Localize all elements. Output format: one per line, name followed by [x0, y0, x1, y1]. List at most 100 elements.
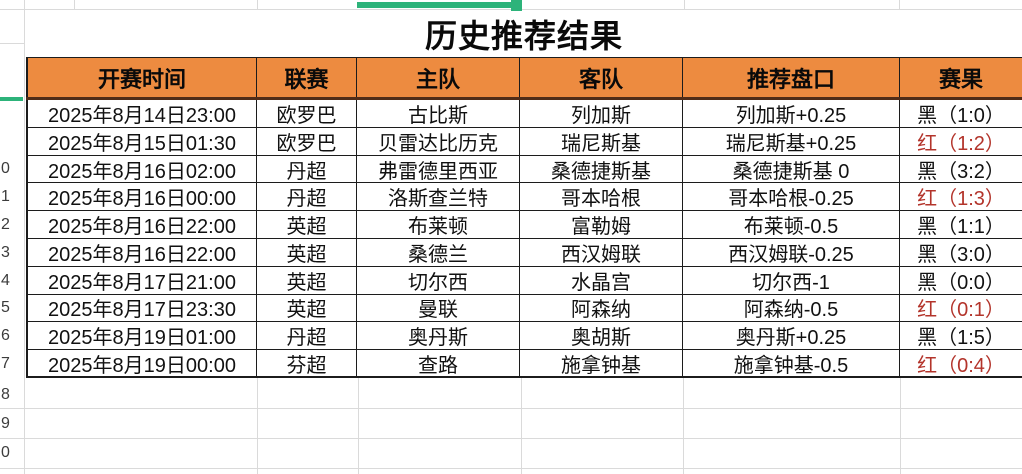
- cell-handicap[interactable]: 布莱顿-0.5: [683, 211, 900, 239]
- cell-home[interactable]: 切尔西: [357, 266, 520, 295]
- cell-handicap[interactable]: 奥丹斯+0.25: [683, 322, 900, 351]
- page-title: 历史推荐结果: [424, 18, 623, 54]
- header-cell-handicap[interactable]: 推荐盘口: [683, 57, 900, 97]
- cell-home[interactable]: 布莱顿: [357, 211, 520, 239]
- cell-result[interactable]: 黑（1:0）: [900, 100, 1022, 128]
- cell-away[interactable]: 水晶宫: [520, 266, 683, 295]
- cell-home[interactable]: 洛斯查兰特: [357, 183, 520, 212]
- cell-home[interactable]: 弗雷德里西亚: [357, 155, 520, 184]
- cell-home[interactable]: 曼联: [357, 294, 520, 323]
- row-number[interactable]: 3: [1, 243, 10, 261]
- cell-result[interactable]: 黑（1:5）: [900, 322, 1022, 351]
- gridline: [900, 378, 901, 474]
- cell-result[interactable]: 红（1:3）: [900, 183, 1022, 212]
- cell-handicap[interactable]: 列加斯+0.25: [683, 100, 900, 128]
- cell-away[interactable]: 西汉姆联: [520, 238, 683, 267]
- cell-away[interactable]: 桑德捷斯基: [520, 155, 683, 184]
- table-row: 2025年8月16日02:00 丹超 弗雷德里西亚 桑德捷斯基 桑德捷斯基 0 …: [26, 155, 1022, 184]
- selection-left-edge[interactable]: [0, 97, 23, 101]
- gridline: [683, 378, 684, 474]
- cell-time[interactable]: 2025年8月16日00:00: [26, 183, 257, 212]
- cell-handicap[interactable]: 西汉姆联-0.25: [683, 238, 900, 267]
- row-number[interactable]: 7: [1, 355, 10, 373]
- cell-result[interactable]: 黑（0:0）: [900, 267, 1022, 295]
- cell-home[interactable]: 桑德兰: [357, 238, 520, 267]
- cell-time[interactable]: 2025年8月16日02:00: [26, 155, 257, 184]
- cell-handicap[interactable]: 切尔西-1: [683, 266, 900, 295]
- cell-handicap[interactable]: 哥本哈根-0.25: [683, 183, 900, 212]
- cell-handicap[interactable]: 施拿钟基-0.5: [683, 350, 900, 378]
- gridline: [74, 0, 75, 9]
- table-row: 2025年8月16日22:00 英超 桑德兰 西汉姆联 西汉姆联-0.25 黑（…: [26, 238, 1022, 267]
- row-number[interactable]: 6: [1, 327, 10, 345]
- table-row: 2025年8月17日23:30 英超 曼联 阿森纳 阿森纳-0.5 红（0:1）: [26, 294, 1022, 323]
- cell-home[interactable]: 贝雷达比历克: [357, 127, 520, 156]
- cell-away[interactable]: 阿森纳: [520, 294, 683, 323]
- row-number[interactable]: 1: [1, 188, 10, 206]
- cell-time[interactable]: 2025年8月15日01:30: [26, 127, 257, 156]
- header-cell-away[interactable]: 客队: [520, 57, 683, 97]
- cell-home[interactable]: 古比斯: [357, 100, 520, 128]
- row-number-gutter-below[interactable]: 8 9 0: [0, 380, 24, 474]
- cell-time[interactable]: 2025年8月19日00:00: [26, 350, 257, 378]
- cell-handicap[interactable]: 瑞尼斯基+0.25: [683, 127, 900, 156]
- selection-handle[interactable]: [511, 0, 522, 11]
- cell-time[interactable]: 2025年8月14日23:00: [26, 100, 257, 128]
- row-number[interactable]: 4: [1, 271, 10, 289]
- table-row: 2025年8月17日21:00 英超 切尔西 水晶宫 切尔西-1 黑（0:0）: [26, 266, 1022, 295]
- header-cell-result[interactable]: 赛果: [900, 57, 1022, 97]
- gridline: [0, 408, 1022, 409]
- cell-league[interactable]: 欧罗巴: [257, 100, 357, 128]
- cell-result[interactable]: 黑（1:1）: [900, 211, 1022, 239]
- cell-result[interactable]: 黑（3:2）: [900, 156, 1022, 184]
- row-number-gutter[interactable]: 0 1 2 3 4 5 6 7: [0, 100, 24, 378]
- row-number[interactable]: 9: [1, 414, 10, 432]
- cell-league[interactable]: 芬超: [257, 350, 357, 378]
- header-cell-home[interactable]: 主队: [357, 57, 520, 97]
- row-number[interactable]: [0, 128, 24, 156]
- cell-league[interactable]: 丹超: [257, 183, 357, 212]
- cell-league[interactable]: 欧罗巴: [257, 127, 357, 156]
- cell-time[interactable]: 2025年8月19日01:00: [26, 322, 257, 351]
- header-cell-league[interactable]: 联赛: [257, 57, 357, 97]
- cell-result[interactable]: 红（0:4）: [900, 350, 1022, 378]
- cell-away[interactable]: 施拿钟基: [520, 350, 683, 378]
- cell-league[interactable]: 英超: [257, 211, 357, 239]
- cell-away[interactable]: 列加斯: [520, 100, 683, 128]
- row-number[interactable]: [0, 100, 24, 128]
- cell-time[interactable]: 2025年8月17日21:00: [26, 266, 257, 295]
- cell-time[interactable]: 2025年8月17日23:30: [26, 294, 257, 323]
- row-number[interactable]: 5: [1, 299, 10, 317]
- header-divider: [26, 97, 1022, 100]
- row-number[interactable]: 0: [1, 444, 10, 462]
- gridline: [521, 378, 522, 474]
- header-cell-time[interactable]: 开赛时间: [26, 57, 257, 97]
- cell-handicap[interactable]: 桑德捷斯基 0: [683, 155, 900, 184]
- cell-time[interactable]: 2025年8月16日22:00: [26, 211, 257, 239]
- row-number[interactable]: 8: [1, 385, 10, 403]
- cell-league[interactable]: 英超: [257, 266, 357, 295]
- cell-handicap[interactable]: 阿森纳-0.5: [683, 294, 900, 323]
- row-number[interactable]: 2: [1, 216, 10, 234]
- cell-result[interactable]: 红（0:1）: [900, 295, 1022, 323]
- cell-home[interactable]: 奥丹斯: [357, 322, 520, 351]
- row-gutter-border: [24, 0, 25, 474]
- cell-away[interactable]: 哥本哈根: [520, 183, 683, 212]
- cell-away[interactable]: 富勒姆: [520, 211, 683, 239]
- cell-league[interactable]: 英超: [257, 238, 357, 267]
- cell-away[interactable]: 瑞尼斯基: [520, 127, 683, 156]
- cell-home[interactable]: 查路: [357, 350, 520, 378]
- cell-result[interactable]: 红（1:2）: [900, 128, 1022, 156]
- table-body: 2025年8月14日23:00 欧罗巴 古比斯 列加斯 列加斯+0.25 黑（1…: [26, 100, 1022, 378]
- cell-league[interactable]: 丹超: [257, 322, 357, 351]
- table-row: 2025年8月16日22:00 英超 布莱顿 富勒姆 布莱顿-0.5 黑（1:1…: [26, 211, 1022, 239]
- selection-top-bar[interactable]: [357, 2, 521, 8]
- cell-league[interactable]: 英超: [257, 294, 357, 323]
- cell-league[interactable]: 丹超: [257, 155, 357, 184]
- gridline: [684, 0, 685, 9]
- cell-result[interactable]: 黑（3:0）: [900, 239, 1022, 267]
- cell-away[interactable]: 奥胡斯: [520, 322, 683, 351]
- cell-time[interactable]: 2025年8月16日22:00: [26, 238, 257, 267]
- row-number[interactable]: 0: [1, 160, 10, 178]
